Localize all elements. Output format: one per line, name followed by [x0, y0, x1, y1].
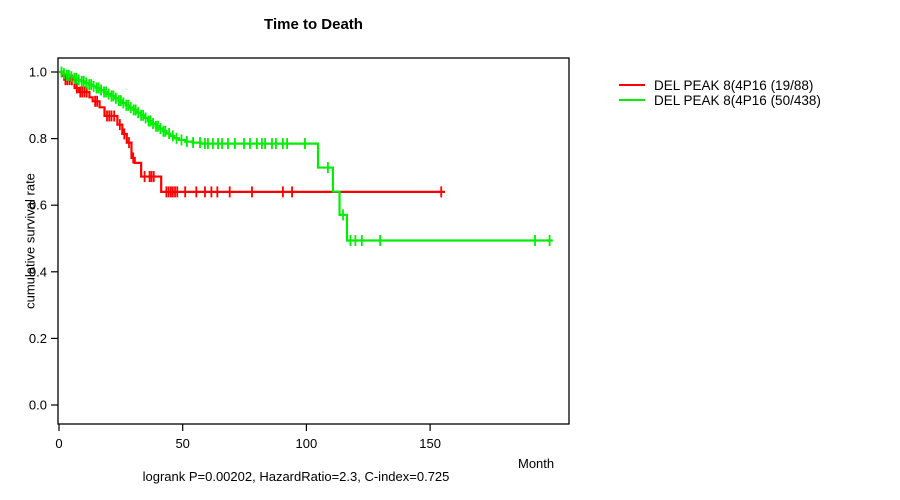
legend-label: DEL PEAK 8(4P16 (19/88) — [654, 77, 814, 93]
x-tick-label: 100 — [296, 436, 318, 451]
y-tick-label: 0.4 — [29, 264, 47, 279]
legend-item: DEL PEAK 8(4P16 (50/438) — [619, 92, 821, 108]
x-axis-label: Month — [518, 456, 555, 471]
green-line-icon — [619, 99, 645, 101]
x-tick-label: 0 — [55, 436, 62, 451]
red-line-icon — [619, 84, 645, 86]
legend: DEL PEAK 8(4P16 (19/88) DEL PEAK 8(4P16 … — [619, 77, 821, 108]
y-tick-label: 0.6 — [29, 198, 47, 213]
y-tick-label: 0.0 — [29, 398, 47, 413]
plot-box — [57, 57, 570, 425]
x-tick-label: 50 — [175, 436, 189, 451]
legend-label: DEL PEAK 8(4P16 (50/438) — [654, 92, 821, 108]
y-tick-label: 0.2 — [29, 331, 47, 346]
legend-item: DEL PEAK 8(4P16 (19/88) — [619, 77, 821, 93]
survival-curve-red — [59, 70, 445, 193]
x-tick-label: 150 — [419, 436, 441, 451]
y-tick-label: 1.0 — [29, 65, 47, 80]
chart-title: Time to Death — [264, 16, 363, 33]
statistics-annotation: logrank P=0.00202, HazardRatio=2.3, C-in… — [142, 469, 450, 484]
y-tick-label: 0.8 — [29, 131, 47, 146]
